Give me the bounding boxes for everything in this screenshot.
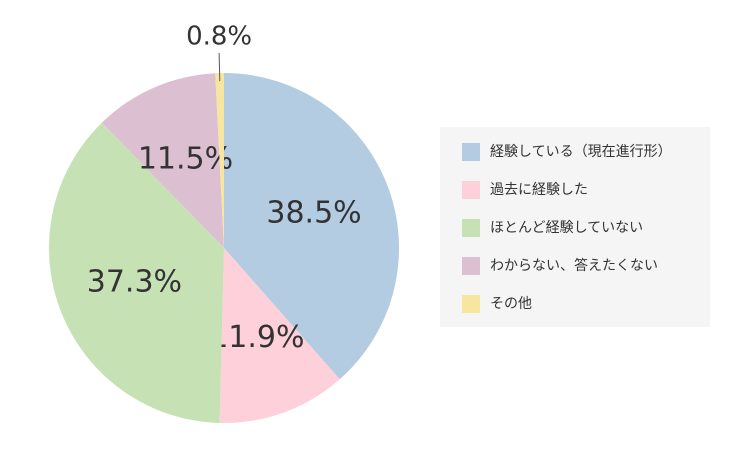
pie-slice [219,248,340,423]
pie-slice [101,73,224,248]
legend-label: ほとんど経験していない [490,220,643,236]
pie-slice [215,73,224,248]
value-label: 11.9% [209,320,304,355]
legend-swatch [462,219,480,237]
legend-label: 経験している（現在進行形） [490,144,672,160]
legend-swatch [462,295,480,313]
legend-box [440,127,710,327]
legend-label: 過去に経験した [490,182,588,198]
pie-slice [48,122,225,423]
legend-label: わからない、答えたくない [490,257,658,274]
value-label: 37.3% [87,265,182,300]
value-label: 11.5% [138,141,233,176]
legend-label: その他 [490,296,532,312]
value-label: 38.5% [266,195,361,230]
pie-slice [224,73,399,380]
value-label: 0.8% [186,22,252,52]
leader-line [218,53,221,82]
legend-swatch [462,181,480,199]
legend-swatch [462,143,480,161]
legend-swatch [462,257,480,275]
